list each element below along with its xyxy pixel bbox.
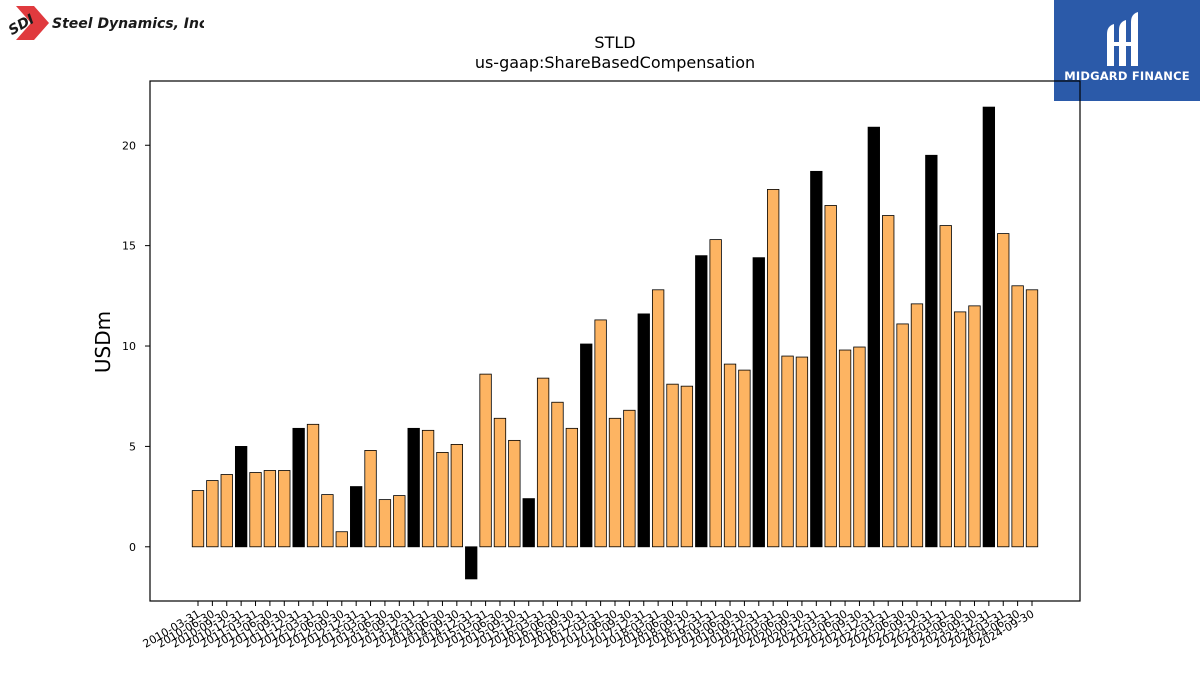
- bar-2022-03-31: [882, 215, 895, 548]
- bar-2017-12-31: [637, 313, 650, 548]
- bar-2024-09-30: [1025, 289, 1039, 548]
- bar-2021-06-30: [838, 349, 852, 548]
- bar-2024-03-31: [997, 233, 1010, 548]
- bar-2023-03-31: [939, 225, 952, 548]
- bar-2020-12-31: [810, 170, 823, 548]
- bar-2018-03-31: [651, 289, 665, 548]
- bar-2022-06-30: [896, 323, 909, 548]
- bar-2010-09-30: [220, 474, 233, 548]
- bar-2012-09-30: [335, 531, 348, 548]
- bar-2011-12-31: [292, 427, 305, 548]
- steel-dynamics-logo: SDI Steel Dynamics, Inc.: [4, 4, 204, 44]
- chart-subtitle: us-gaap:ShareBasedCompensation: [475, 53, 755, 72]
- bar-2012-03-31: [306, 423, 320, 548]
- bar-2024-06-30: [1011, 285, 1024, 548]
- y-axis-ticks: 0 5 10 15 20: [122, 139, 150, 554]
- bar-2016-09-30: [565, 427, 579, 548]
- bar-2021-09-30: [853, 346, 866, 548]
- bar-2014-12-31: [465, 546, 478, 580]
- bar-2019-03-31: [709, 239, 722, 548]
- bar-2020-03-31: [767, 189, 780, 548]
- midgard-logo-icon: [1107, 12, 1138, 66]
- bar-2012-06-30: [321, 494, 334, 548]
- bar-2022-12-31: [925, 154, 938, 548]
- bar-2011-09-30: [278, 470, 291, 548]
- bar-2013-06-30: [378, 499, 392, 548]
- bar-2022-09-30: [910, 303, 924, 548]
- bar-2019-12-31: [752, 257, 765, 548]
- bar-2019-09-30: [738, 369, 751, 548]
- bar-2021-03-31: [824, 205, 837, 548]
- y-tick-label: 5: [129, 440, 136, 453]
- bar-2018-09-30: [680, 385, 694, 548]
- bar-2014-06-30: [436, 452, 449, 548]
- y-tick-label: 20: [122, 139, 136, 152]
- bar-2013-03-31: [364, 450, 377, 548]
- bar-2010-06-30: [206, 480, 219, 548]
- bar-2023-09-30: [968, 305, 981, 548]
- bar-2016-12-31: [580, 343, 593, 548]
- bar-2013-12-31: [407, 427, 420, 548]
- bar-2011-03-31: [249, 472, 262, 548]
- bar-2015-03-31: [479, 373, 492, 548]
- y-axis-label: USDm: [91, 311, 115, 373]
- bar-2014-09-30: [450, 443, 463, 548]
- bar-2021-12-31: [867, 126, 880, 548]
- bar-2015-09-30: [508, 439, 521, 548]
- midgard-logo-text: MIDGARD FINANCE: [1064, 69, 1190, 83]
- bar-2017-03-31: [594, 319, 607, 548]
- bar-2016-06-30: [551, 401, 564, 548]
- bar-2016-03-31: [536, 377, 550, 548]
- bar-2018-12-31: [695, 255, 708, 548]
- bars-group: [191, 106, 1039, 580]
- y-tick-label: 0: [129, 541, 136, 554]
- bar-2015-12-31: [522, 498, 535, 548]
- y-tick-label: 10: [122, 340, 136, 353]
- bar-2017-09-30: [623, 409, 636, 548]
- bar-2019-06-30: [723, 363, 737, 548]
- bar-2023-06-30: [953, 311, 967, 548]
- y-tick-label: 15: [122, 240, 136, 253]
- bar-2014-03-31: [421, 429, 435, 548]
- sdi-logo-icon: SDI Steel Dynamics, Inc.: [6, 6, 204, 40]
- bar-2010-12-31: [234, 446, 248, 548]
- bar-2017-06-30: [608, 417, 622, 548]
- chart-title: STLD: [594, 33, 635, 52]
- plot-area-frame: [149, 80, 1081, 602]
- bar-2020-06-30: [781, 355, 794, 548]
- bar-2020-09-30: [795, 356, 809, 548]
- bar-2012-12-31: [350, 486, 363, 548]
- midgard-finance-logo: MIDGARD FINANCE: [1054, 0, 1200, 101]
- sdi-logo-wordmark: Steel Dynamics, Inc.: [52, 16, 204, 32]
- bar-2015-06-30: [493, 417, 507, 548]
- bar-2013-09-30: [393, 495, 406, 548]
- bar-2023-12-31: [982, 106, 996, 548]
- x-axis-ticks: 2010-03-312010-06-302010-09-302010-12-31…: [141, 601, 1037, 651]
- bar-2018-06-30: [666, 383, 679, 548]
- bar-2011-06-30: [263, 470, 277, 548]
- bar-2010-03-31: [191, 490, 205, 548]
